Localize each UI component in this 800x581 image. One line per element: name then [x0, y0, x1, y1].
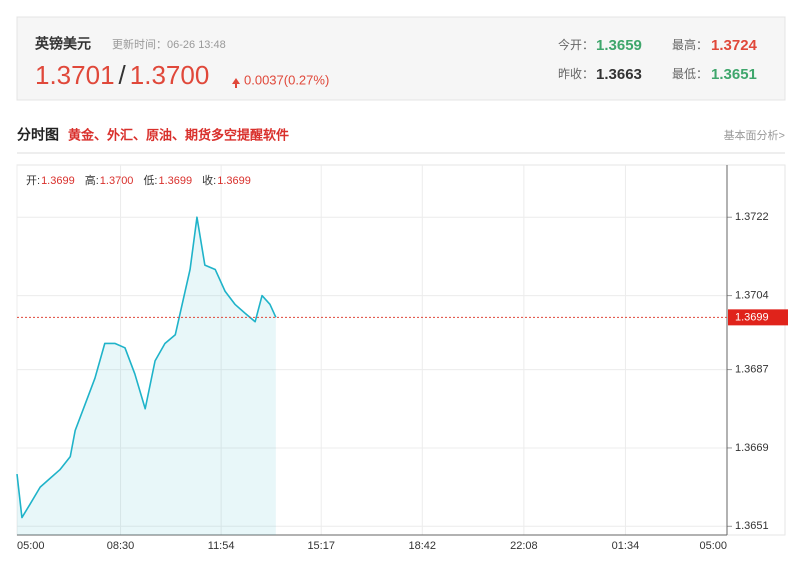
- x-tick-label: 18:42: [409, 540, 437, 552]
- quote-box: [16, 16, 786, 101]
- last-price-label: 1.3699: [735, 311, 769, 323]
- y-tick-label: 1.3651: [735, 520, 769, 532]
- ohlc-value: 1.3699: [41, 175, 75, 187]
- ohlc-label: 收:: [202, 173, 216, 187]
- stat-value: 1.3659: [596, 37, 642, 54]
- area: [17, 217, 276, 535]
- ohlc-label: 低:: [143, 174, 157, 187]
- stat-value: 1.3651: [711, 66, 757, 83]
- stat-value: 1.3724: [711, 37, 758, 54]
- stat-label: 最高：: [672, 37, 708, 52]
- stat-value: 1.3663: [596, 66, 642, 83]
- y-tick-label: 1.3687: [735, 363, 769, 375]
- plot: 1.3651 1.3669 1.3687 1.3704 1.3722 05:00 08:30…: [16, 165, 788, 552]
- x-tick-label: 01:34: [612, 540, 640, 552]
- change: 0.0037(0.27%): [244, 72, 329, 87]
- section-title: 分时图: [17, 127, 59, 143]
- x-tick-label: 05:00: [17, 540, 45, 552]
- ohlc-value: 1.3699: [159, 175, 193, 187]
- ohlc-value: 1.3700: [100, 175, 134, 187]
- separator: /: [119, 60, 127, 90]
- price: 1.3701/1.3700: [35, 60, 209, 90]
- last-price-box: [728, 309, 788, 326]
- update-time: 更新时间：06-26 13:48: [112, 37, 226, 51]
- y-tick-label: 1.3704: [735, 289, 769, 301]
- x-tick-label: 05:00: [699, 540, 727, 552]
- stats: 今开： 1.3659 最高： 1.3724 昨收： 1.3663 最低： 1.3651: [558, 37, 758, 83]
- y-tick-label: 1.3722: [735, 211, 769, 223]
- ohlc-value: 1.3699: [217, 175, 251, 187]
- stat-label: 今开：: [558, 37, 594, 52]
- ask: 1.3700: [130, 60, 210, 90]
- ohlc-label: 高:: [85, 173, 99, 187]
- symbol-name: 英镑美元: [34, 36, 91, 52]
- ohlc-label: 开:: [26, 175, 40, 187]
- x-tick-label: 11:54: [208, 540, 235, 552]
- price-line: [16, 216, 277, 519]
- promo-link[interactable]: 黄金、外汇、原油、期货多空提醒软件: [68, 127, 289, 142]
- up-arrow: [232, 78, 240, 88]
- bid: 1.3701: [35, 60, 115, 90]
- x-tick-label: 22:08: [510, 540, 538, 552]
- x-tick-label: 15:17: [307, 540, 335, 552]
- x-tick-label: 08:30: [107, 540, 135, 552]
- stat-label: 昨收：: [558, 67, 594, 81]
- y-tick-label: 1.3669: [735, 442, 769, 454]
- stat-label: 最低：: [672, 67, 708, 81]
- fundamental-link[interactable]: 基本面分析>: [724, 128, 785, 142]
